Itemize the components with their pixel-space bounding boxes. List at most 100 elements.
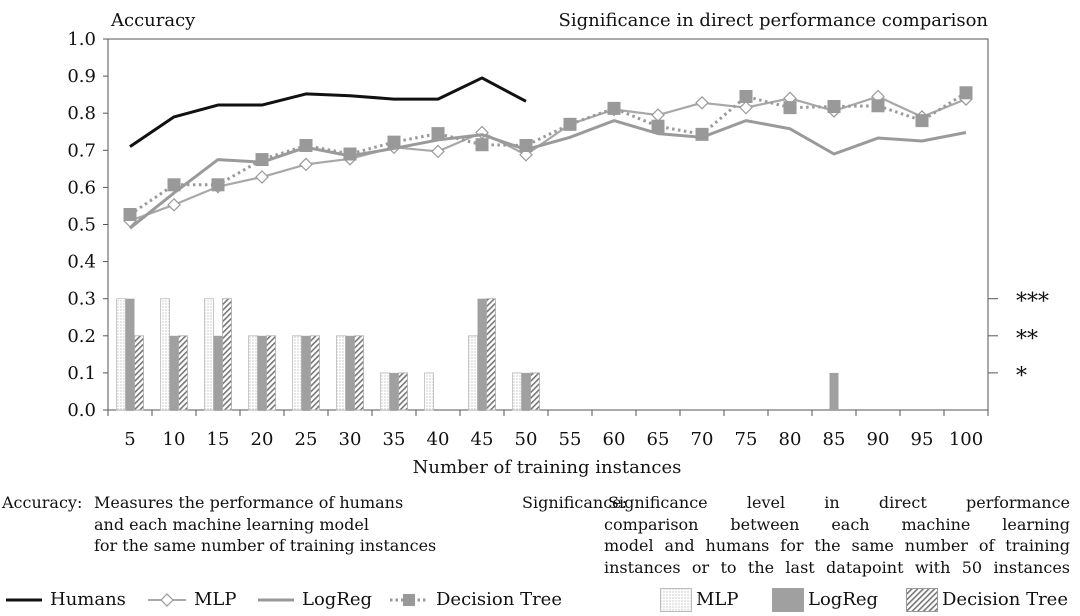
legend-humans-swatch: [6, 598, 42, 602]
bar-hatch: [398, 372, 408, 411]
x-tick-label: 95: [911, 429, 934, 450]
bar-dots: [380, 372, 390, 411]
y-tick-label: 0.1: [67, 363, 96, 384]
x-tick-label: 70: [691, 429, 714, 450]
dt-marker: [739, 90, 753, 104]
significance-label: **: [1016, 327, 1038, 352]
mlp-marker: [431, 144, 445, 159]
legend-dt-swatch: [390, 594, 428, 606]
y-tick-label: 0.2: [67, 326, 96, 347]
y-tick-label: 0.6: [67, 177, 96, 198]
bar-gray: [477, 298, 487, 410]
dt-marker: [387, 135, 401, 149]
x-tick-label: 5: [124, 429, 135, 450]
x-tick-label: 90: [867, 429, 890, 450]
bar-dots: [160, 298, 170, 411]
x-tick-label: 50: [515, 429, 538, 450]
dt-marker: [431, 127, 445, 141]
bar-hatch: [310, 335, 320, 411]
y-tick-label: 0.9: [67, 66, 96, 87]
x-tick-label: 35: [383, 429, 406, 450]
dt-marker: [211, 178, 225, 192]
legend-label: Decision Tree: [942, 589, 1068, 610]
y-tick-label: 0.8: [67, 103, 96, 124]
y-tick-label: 0.3: [67, 289, 96, 310]
bar-gray: [829, 372, 839, 410]
bar-gray: [301, 335, 311, 410]
x-tick-label: 80: [779, 429, 802, 450]
bar-dots: [512, 372, 522, 411]
chart-title-left: Accuracy: [111, 10, 196, 31]
legend-line-mlp: MLP: [146, 588, 237, 612]
x-axis-label: Number of training instances: [412, 457, 682, 478]
bar-dots: [248, 335, 258, 411]
legend-label: LogReg: [302, 589, 373, 610]
dt-marker: [783, 101, 797, 115]
legend-bar-logreg-swatch: [772, 588, 804, 612]
significance-term: Significance:: [522, 493, 628, 512]
dt-marker: [167, 178, 181, 192]
line-layer: [123, 76, 973, 230]
bar-gray: [257, 335, 267, 410]
bar-hatch: [530, 372, 540, 411]
accuracy-line: and each machine learning model: [94, 514, 369, 534]
tick-layer: 0.0 0.1 0.2 0.3 0.4 0.5 0.6 0.7 0.8 0.9 1.0 5 10 15 20…: [67, 29, 1049, 450]
x-tick-label: 20: [251, 429, 274, 450]
legend-bar-logreg: LogReg: [772, 588, 878, 612]
bar-dots: [116, 298, 126, 411]
legend-bar-decision-tree: Decision Tree: [906, 588, 1068, 612]
bar-dots: [204, 298, 214, 411]
x-tick-label: 25: [295, 429, 318, 450]
mlp-marker: [299, 157, 313, 172]
dt-marker: [651, 119, 665, 133]
accuracy-line: Measures the performance of humans: [94, 493, 404, 512]
bar-dots: [292, 335, 302, 411]
dt-marker: [343, 147, 357, 161]
series-line-logreg: [129, 119, 967, 230]
legend-label: MLP: [696, 589, 739, 610]
x-tick-label: 65: [647, 429, 670, 450]
legend-label: MLP: [194, 589, 237, 610]
bar-hatch: [178, 335, 188, 411]
x-tick-label: 10: [163, 429, 186, 450]
dt-marker: [695, 127, 709, 141]
y-tick-label: 0.4: [67, 252, 96, 273]
legend-line-humans: Humans: [4, 588, 126, 612]
dt-marker: [475, 138, 489, 152]
dt-marker: [563, 117, 577, 131]
dt-marker: [827, 100, 841, 114]
legend-bar-mlp-swatch: [660, 588, 692, 612]
mlp-marker: [167, 197, 181, 212]
dt-marker: [959, 86, 973, 100]
significance-description: Significance: Significance level in dire…: [522, 492, 1070, 578]
significance-line: instances or to the last datapoint with …: [604, 557, 1070, 577]
legend-logreg-swatch: [258, 598, 294, 602]
bar-hatch: [486, 298, 496, 411]
bar-hatch: [266, 335, 276, 411]
bar-hatch: [222, 298, 232, 411]
bar-dots: [336, 335, 346, 411]
accuracy-line: for the same number of training instance…: [94, 536, 437, 555]
bar-gray: [213, 335, 223, 410]
bar-gray: [169, 335, 179, 410]
bar-gray: [345, 335, 355, 410]
legend-label: Humans: [50, 589, 126, 610]
dt-marker: [607, 101, 621, 115]
y-tick-label: 0.0: [67, 400, 96, 421]
dt-marker: [519, 138, 533, 152]
x-tick-label: 75: [735, 429, 758, 450]
chart-title-right: Significance in direct performance compa…: [558, 10, 988, 31]
x-tick-label: 45: [471, 429, 494, 450]
x-tick-label: 85: [823, 429, 846, 450]
bar-dots: [424, 372, 434, 411]
legend-line-logreg: LogReg: [256, 588, 372, 612]
legend-label: LogReg: [808, 589, 879, 610]
series-line-humans: [129, 76, 527, 148]
x-tick-label: 15: [207, 429, 230, 450]
dt-marker: [915, 114, 929, 128]
significance-line: comparison between each machine learning: [604, 514, 1070, 534]
dt-marker: [255, 153, 269, 167]
series-line-mlp: [129, 95, 967, 222]
y-tick-label: 1.0: [67, 29, 96, 50]
